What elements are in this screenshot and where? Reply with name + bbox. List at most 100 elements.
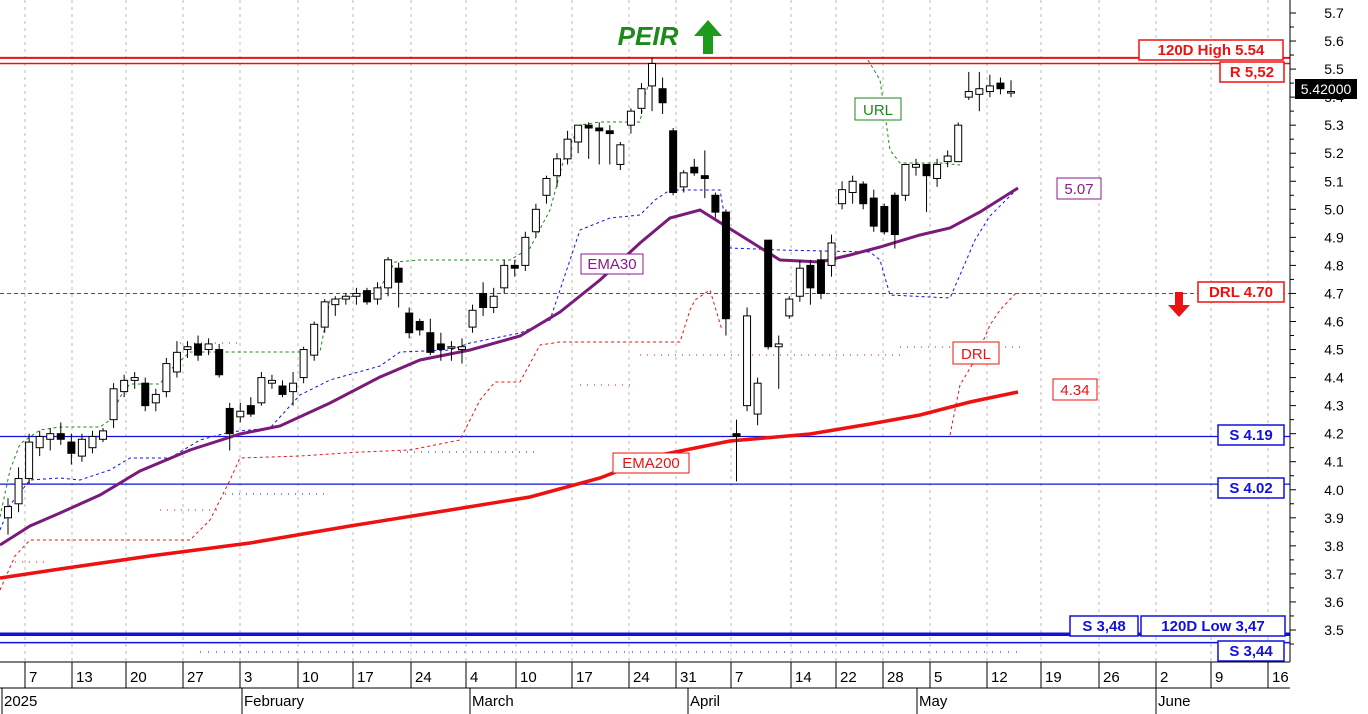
x-tick-label: 31 [680,669,697,686]
candle-up [848,180,857,193]
x-tick-label: 20 [130,669,147,686]
y-tick-label: 3.5 [1324,622,1344,638]
candle-down [890,194,899,236]
moving-averages [0,186,1019,580]
support-3-48-tag: S 3,48 [1082,618,1125,635]
candle-up [648,62,657,87]
svg-text:EMA30: EMA30 [587,256,636,273]
x-tick-label: 14 [795,669,812,686]
y-tick-label: 3.7 [1324,566,1344,582]
support-3-44-tag-box [1217,640,1285,662]
x-tick-label: 27 [187,669,204,686]
candle-up [542,177,551,196]
x-tick-label: 12 [991,669,1008,686]
candle-up [743,315,752,407]
plot-background [0,0,1290,662]
candle-up [120,379,129,393]
candle-up [838,189,847,205]
ema200-tag: EMA200 [612,452,690,474]
candle-up [1007,91,1015,94]
candle-up [310,323,319,356]
candle-up [183,346,192,351]
candle-up [827,242,836,266]
candle-up [553,158,562,177]
x-tick-label: 7 [29,669,37,686]
x-tick-label: 9 [1215,669,1223,686]
candle-up [933,163,942,179]
last-price-tag: 5.42000 [1295,79,1357,99]
candle-down [405,312,414,334]
ema200-value-tag: 4.34 [1052,378,1098,401]
candle-down [658,88,667,104]
y-tick-label: 4.0 [1324,482,1344,498]
candle-up [954,124,963,163]
candle-down [278,385,287,395]
drl-band-line-1 [0,289,723,591]
drl-band-line-2 [949,292,1017,436]
y-tick-label: 5.2 [1324,145,1344,161]
candle-down [690,166,699,174]
y-tick-label: 4.3 [1324,398,1344,414]
candle-down [436,343,445,351]
y-tick-label: 5.7 [1324,5,1344,21]
candle-down [56,433,65,440]
ema30-value-tag: 5.07 [1056,177,1102,200]
x-tick-label: 10 [302,669,319,686]
drl-level-tag-box [1197,281,1285,303]
candle-up [447,346,456,349]
candle-down [479,292,488,308]
candle-up [4,506,12,519]
drl-tag: DRL [952,341,1000,365]
candle-up [35,435,44,449]
candle-up [14,478,23,505]
candle-down [880,206,889,233]
candle-up [320,301,329,328]
ema200-line [0,390,1019,580]
candle-down [67,441,76,454]
x-tick-label: 19 [1045,669,1062,686]
x-tick-label: 22 [840,669,857,686]
candle-down [362,290,371,303]
candle-down [584,124,593,129]
support-4-02-tag: S 4.02 [1229,480,1272,497]
support-3-48-tag-box [1069,615,1139,637]
ema30-tag: EMA30 [580,253,644,275]
x-tick-label: 17 [576,669,593,686]
candle-up [299,349,308,379]
candle-up [563,138,572,160]
level-tags: 120D High 5.54 R 5,52 DRL 4.70 S 4.19 S 4.02… [1069,39,1286,662]
y-tick-label: 4.8 [1324,257,1344,273]
candle-up [911,163,920,168]
y-axis: 5.75.65.55.45.35.25.15.04.94.84.74.64.54… [1289,0,1368,662]
ema30-line [0,186,1019,547]
support-4-02-tag-box [1217,477,1285,499]
candle-down [732,433,741,437]
candle-down [859,183,868,205]
x-tick-label: 2 [1160,669,1168,686]
low-120d-tag-box [1140,615,1286,637]
ticker-label: PEIR [618,21,679,51]
support-4-19-tag: S 4.19 [1229,427,1272,444]
candle-up [774,343,783,348]
candle-up [373,287,382,300]
candle-down [194,343,203,356]
y-tick-label: 4.4 [1324,370,1344,386]
y-tick-label: 3.8 [1324,538,1344,554]
candle-up [985,85,994,93]
svg-text:EMA200: EMA200 [622,455,680,472]
candle-up [88,435,97,449]
candle-up [384,259,393,289]
candle-up [25,441,34,480]
candle-down [426,332,435,353]
candle-up [521,236,530,266]
candle-down [816,259,825,294]
x-tick-label: 24 [633,669,650,686]
candle-up [99,430,108,440]
candle-down [215,349,224,376]
x-tick-label: 24 [415,669,432,686]
x-axis: 7 13 20 27 3 10 17 24 4 10 17 24 31 7 14 22 28 5 12 19 26 2 9 1… [0,661,1290,714]
candle-up [500,264,509,289]
y-tick-label: 4.7 [1324,285,1344,301]
candle-down [246,405,255,415]
y-tick-label: 5.6 [1324,33,1344,49]
